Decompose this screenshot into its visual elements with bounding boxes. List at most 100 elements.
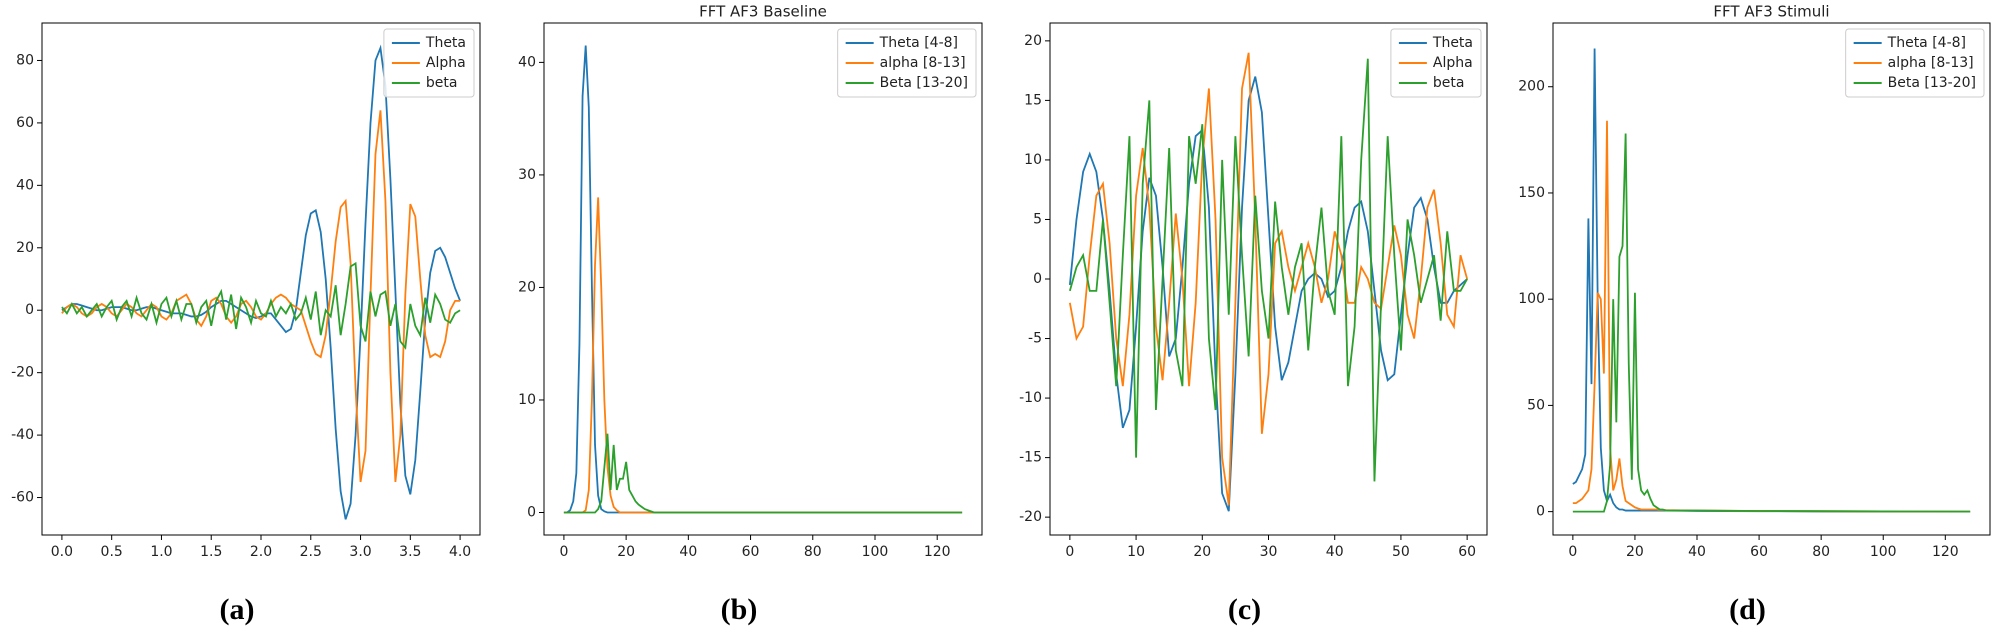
legend-label: beta [1433,75,1465,91]
legend-label: beta [426,75,458,91]
y-tick-label: 20 [1024,33,1042,49]
x-tick-label: 20 [617,544,635,560]
y-tick-label: 60 [16,115,34,131]
x-tick-label: 50 [1392,544,1410,560]
legend-box [1845,28,1985,98]
y-tick-label: 40 [518,54,536,70]
subplot: FFT AF3 Stimuli 0 50 100 150 200 0 20 40 60 80 100 1… [1518,3,1991,626]
x-tick-label: 60 [1458,544,1476,560]
y-tick-label: 200 [1518,79,1545,95]
y-tick-label: -10 [1019,390,1042,406]
subplot: -60 -40 -20 0 20 40 60 80 0.0 0.5 1.0 1.5 2.0 2.5 3.0 3… [11,22,481,626]
y-tick-label: 20 [16,240,34,256]
y-tick-label: -20 [1019,509,1042,525]
y-tick-label: 0 [1033,271,1042,287]
x-tick-label: 0 [1568,544,1577,560]
x-tick-label: 1.5 [200,544,222,560]
subfigure-label: (a) [220,593,255,626]
legend-label: alpha [8-13] [1888,55,1974,71]
y-tick-label: 150 [1518,185,1545,201]
axes-frame [1049,22,1488,536]
series-line [1068,58,1468,482]
y-tick-label: 15 [1024,92,1042,108]
y-tick-label: 80 [16,52,34,68]
x-tick-label: 100 [1870,544,1897,560]
x-tick-label: 80 [804,544,822,560]
x-tick-label: 100 [862,544,889,560]
series-line [563,433,963,514]
x-tick-label: 60 [1750,544,1768,560]
series-line [1572,133,1971,513]
y-tick-label: 50 [1527,397,1545,413]
x-tick-label: 40 [679,544,697,560]
legend-box [383,28,475,98]
subfigure-label: (b) [721,593,758,626]
legend-label: Alpha [426,55,466,71]
y-tick-label: 0 [527,504,536,520]
x-tick-label: 60 [742,544,760,560]
subfigure-label: (d) [1729,593,1766,626]
legend: Theta [4-8] alpha [8-13] Beta [13-20] [1845,28,1985,98]
x-tick-label: 1.0 [150,544,172,560]
x-tick-label: 40 [1688,544,1706,560]
y-tick-label: -60 [11,490,34,506]
legend-label: Beta [13-20] [880,75,968,91]
series-line [61,261,461,350]
y-tick-label: 40 [16,177,34,193]
legend-box [837,28,977,98]
axes-frame [41,22,481,536]
y-tick-label: -20 [11,365,34,381]
legend: Theta Alpha beta [1390,28,1482,98]
axes-frame [1552,22,1991,536]
chart-title: FFT AF3 Baseline [699,3,827,21]
legend-label: Alpha [1433,55,1473,71]
x-tick-label: 80 [1812,544,1830,560]
x-tick-label: 10 [1127,544,1145,560]
legend-label: alpha [8-13] [880,55,966,71]
x-tick-label: 30 [1260,544,1278,560]
y-tick-label: 30 [518,167,536,183]
x-tick-label: 4.0 [449,544,471,560]
x-tick-label: 120 [1932,544,1959,560]
series-line [1068,76,1468,512]
x-tick-label: 0 [1065,544,1074,560]
legend-box [1390,28,1482,98]
y-tick-label: 0 [25,302,34,318]
y-tick-label: 100 [1518,291,1545,307]
series-line [563,45,963,514]
legend-label: Beta [13-20] [1888,75,1976,91]
y-tick-label: -40 [11,427,34,443]
x-tick-label: 40 [1326,544,1344,560]
series-line [1068,52,1469,506]
x-tick-label: 2.0 [250,544,272,560]
chart-title: FFT AF3 Stimuli [1713,3,1829,21]
y-tick-label: -5 [1028,331,1042,347]
x-tick-label: 0.0 [51,544,73,560]
x-tick-label: 20 [1626,544,1644,560]
subplot: FFT AF3 Baseline 0 10 20 30 40 0 20 40 60 80 100 120… [518,3,983,626]
legend-label: Theta [4-8] [1887,35,1966,51]
y-tick-label: 20 [518,279,536,295]
y-tick-label: 5 [1033,211,1042,227]
legend-label: Theta [4-8] [879,35,958,51]
series-line [61,44,461,520]
legend: Theta [4-8] alpha [8-13] Beta [13-20] [837,28,977,98]
x-tick-label: 2.5 [300,544,322,560]
axes-frame [543,22,983,536]
series-line [563,197,963,514]
x-tick-label: 0.5 [101,544,123,560]
y-tick-label: 0 [1536,504,1545,520]
series-line [61,110,461,483]
x-tick-label: 120 [924,544,951,560]
legend: Theta Alpha beta [383,28,475,98]
y-tick-label: 10 [518,392,536,408]
legend-label: Theta [425,35,466,51]
x-tick-label: 3.0 [349,544,371,560]
y-tick-label: 10 [1024,152,1042,168]
subfigure-label: (c) [1228,593,1261,626]
x-tick-label: 20 [1193,544,1211,560]
x-tick-label: 3.5 [399,544,421,560]
y-tick-label: -15 [1019,450,1042,466]
legend-label: Theta [1432,35,1473,51]
subplot: -20 -15 -10 -5 0 5 10 15 20 0 10 20 30 40 50 60 Theta Alp… [1019,22,1488,626]
